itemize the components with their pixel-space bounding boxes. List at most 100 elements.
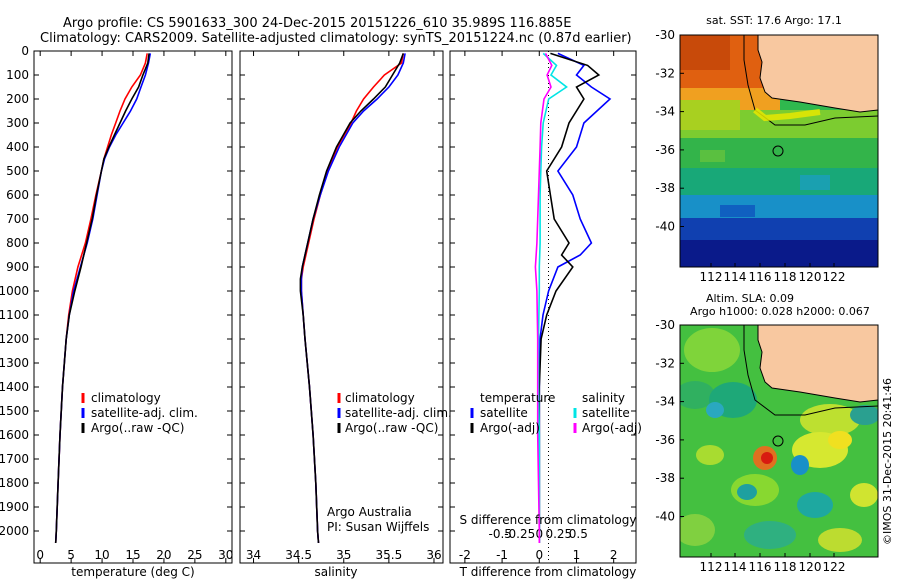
- y-tick-label: -38: [655, 471, 675, 485]
- x-tick-label: -2: [459, 548, 471, 562]
- x-tick-label: 114: [724, 270, 747, 284]
- y-tick-label: 200: [6, 92, 29, 106]
- x-tick-label: 10: [94, 548, 109, 562]
- y-tick-label: 1800: [0, 476, 29, 490]
- series-line: [538, 52, 601, 543]
- y-tick-label: 1600: [0, 428, 29, 442]
- header-line-2: Climatology: CARS2009. Satellite-adjuste…: [40, 31, 632, 46]
- y-tick-label: 400: [6, 140, 29, 154]
- x-tick-label: 112: [700, 270, 723, 284]
- y-tick-label: -40: [655, 510, 675, 524]
- salinity-panel: 34 34.5 35 35.5 36 salinity climatology sate…: [239, 50, 452, 579]
- legend-t-satellite-label: satellite: [480, 406, 528, 420]
- temperature-x-ticks: 0 5 10 15 20 25 30: [36, 51, 233, 563]
- sla-map-ticks: 112 114 116 118 120 122 -30 -32 -34 -36 -38 -40: [655, 318, 845, 574]
- x-tick-label: 20: [156, 548, 171, 562]
- y-tick-label: 1700: [0, 452, 29, 466]
- legend-argo-label: Argo(..raw -QC): [91, 421, 184, 435]
- y-tick-label: -34: [655, 395, 675, 409]
- legend-satellite-label: satellite-adj. clim.: [345, 406, 452, 420]
- timestamp-stamp: ©IMOS 31-Dec-2015 20:41:46: [881, 378, 894, 545]
- series-line: [537, 52, 568, 543]
- x-tick-label: 122: [823, 560, 846, 574]
- series-line: [54, 53, 152, 544]
- y-tick-label: 1400: [0, 380, 29, 394]
- y-tick-label: 1500: [0, 404, 29, 418]
- x-tick-label: 118: [774, 560, 797, 574]
- series-line: [300, 53, 405, 544]
- y-tick-label: 300: [6, 116, 29, 130]
- x-tick-label: 120: [799, 270, 822, 284]
- x-tick-label: 5: [67, 548, 75, 562]
- series-line: [300, 53, 406, 544]
- sst-map-title: sat. SST: 17.6 Argo: 17.1: [706, 14, 842, 27]
- series-line: [54, 53, 150, 544]
- x-tick-label: 118: [774, 270, 797, 284]
- header-line-1: Argo profile: CS 5901633_300 24-Dec-2015…: [63, 16, 571, 31]
- legend-satellite-label: satellite-adj. clim.: [91, 406, 198, 420]
- x-tick-label: 0: [535, 548, 543, 562]
- y-tick-label: 500: [6, 164, 29, 178]
- y-tick-label: 100: [6, 68, 29, 82]
- x-tick-label: 2: [610, 548, 618, 562]
- y-tick-label: 900: [6, 260, 29, 274]
- y-tick-label: -30: [655, 318, 675, 332]
- sst-map-ticks: 112 114 116 118 120 122 -30 -32 -34 -36 -38 -40: [655, 28, 845, 284]
- difference-panel: -2 -1 0 1 2 -0.5-0.25 0 0.250.5 S difference f…: [449, 50, 642, 579]
- x-tick-label: 36: [426, 548, 441, 562]
- x-tick-label: 1: [573, 548, 581, 562]
- legend-climatology-label: climatology: [345, 391, 415, 405]
- sla-map-title-2: Argo h1000: 0.028 h2000: 0.067: [690, 305, 870, 318]
- legend-argo-label: Argo(..raw -QC): [345, 421, 438, 435]
- series-line: [299, 53, 405, 544]
- x-tick-label: 0: [36, 548, 44, 562]
- s-difference-x-ticks: -0.5-0.25 0 0.250.5: [489, 527, 588, 541]
- series-line: [538, 52, 612, 543]
- x-tick-label: 116: [749, 270, 772, 284]
- series-line: [534, 53, 553, 543]
- y-tick-label: -30: [655, 28, 675, 42]
- y-tick-label: 1900: [0, 500, 29, 514]
- y-tick-label: 2000: [0, 524, 29, 538]
- legend-salinity-title: salinity: [582, 391, 625, 405]
- legend-temperature-title: temperature: [480, 391, 555, 405]
- sst-map-field: [680, 35, 878, 267]
- argo-location-marker: [772, 435, 784, 447]
- legend-t-argo-label: Argo(-adj): [480, 421, 540, 435]
- x-tick-label: 114: [724, 560, 747, 574]
- temperature-legend: climatology satellite-adj. clim. Argo(..…: [81, 391, 198, 435]
- x-tick-label: 122: [823, 270, 846, 284]
- x-tick-label: 15: [125, 548, 140, 562]
- y-tick-label: -32: [655, 66, 675, 80]
- legend-climatology-label: climatology: [91, 391, 161, 405]
- x-tick-label: 35: [336, 548, 351, 562]
- y-tick-label: -36: [655, 143, 675, 157]
- series-line: [54, 53, 148, 544]
- s-tick-label: 0.5: [569, 527, 588, 541]
- difference-profiles: [534, 52, 612, 543]
- pi-label: PI: Susan Wijffels: [327, 520, 429, 534]
- sla-map-field: [680, 325, 878, 557]
- t-difference-xlabel: T difference from climatology: [459, 565, 637, 579]
- x-tick-label: 25: [187, 548, 202, 562]
- y-tick-label: -32: [655, 356, 675, 370]
- y-tick-label: -38: [655, 181, 675, 195]
- y-tick-label: -34: [655, 105, 675, 119]
- y-tick-label: 600: [6, 188, 29, 202]
- legend-s-satellite-label: satellite: [582, 406, 630, 420]
- salinity-xlabel: salinity: [314, 565, 357, 579]
- x-tick-label: 30: [218, 548, 233, 562]
- t-difference-x-ticks: -2 -1 0 1 2: [459, 51, 618, 563]
- s-difference-label: S difference from climatology: [460, 513, 637, 527]
- y-tick-label: 800: [6, 236, 29, 250]
- y-tick-label: -36: [655, 433, 675, 447]
- y-tick-label: 1000: [0, 284, 29, 298]
- y-tick-label: -40: [655, 220, 675, 234]
- y-tick-label: 700: [6, 212, 29, 226]
- y-tick-label: 1200: [0, 332, 29, 346]
- temperature-panel: 0100200300400500600700800900100011001200…: [0, 44, 233, 579]
- temperature-profiles: [54, 53, 152, 544]
- sla-map: Altim. SLA: 0.09 Argo h1000: 0.028 h2000…: [655, 292, 879, 574]
- argo-location-marker: [772, 145, 784, 157]
